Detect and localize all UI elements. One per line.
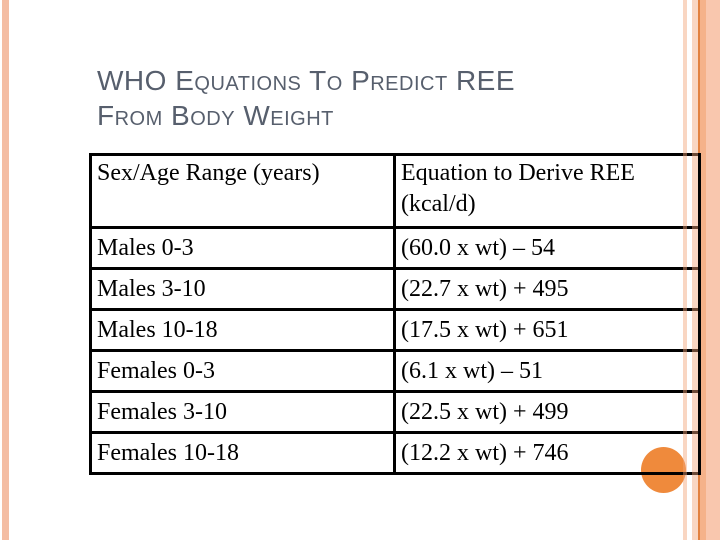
cell-sex-age: Females 10-18: [92, 434, 393, 472]
right-accent-band: [698, 0, 720, 540]
right-thin-stripe-1: [683, 0, 687, 540]
cell-equation: (60.0 x wt) – 54: [396, 229, 698, 267]
table-bottom-border-overlay: [641, 472, 687, 475]
right-thin-stripe-2: [692, 0, 698, 540]
cell-equation: (22.5 x wt) + 499: [396, 393, 698, 431]
cell-sex-age: Females 3-10: [92, 393, 393, 431]
cell-equation: (22.7 x wt) + 495: [396, 270, 698, 308]
cell-equation: (6.1 x wt) – 51: [396, 352, 698, 390]
cell-sex-age: Males 3-10: [92, 270, 393, 308]
ree-equations-table: Sex/Age Range (years) Equation to Derive…: [89, 153, 701, 475]
header-cell-sex-age-range: Sex/Age Range (years): [92, 156, 393, 226]
cell-sex-age: Males 0-3: [92, 229, 393, 267]
page-title-line-1: WHO Equations To Predict REE: [97, 64, 516, 96]
page-title-line-2: From Body Weight: [97, 99, 334, 131]
header-cell-equation: Equation to Derive REE (kcal/d): [396, 156, 698, 226]
cell-sex-age: Males 10-18: [92, 311, 393, 349]
page-title: WHO Equations To Predict REE From Body W…: [97, 63, 637, 133]
orange-circle-decoration: [641, 447, 686, 493]
cell-sex-age: Females 0-3: [92, 352, 393, 390]
cell-equation: (17.5 x wt) + 651: [396, 311, 698, 349]
left-accent-stripe: [2, 0, 9, 540]
